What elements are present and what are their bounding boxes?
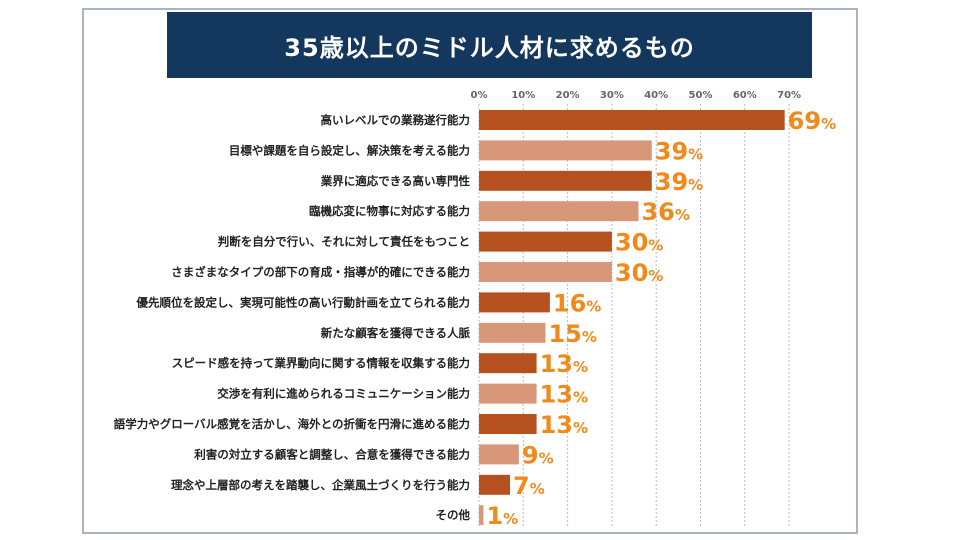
x-tick-label: 70% xyxy=(777,90,801,101)
bar xyxy=(479,505,484,526)
value-label: 1% xyxy=(486,502,518,530)
bar xyxy=(479,383,537,404)
category-label: 利害の対立する顧客と調整し、合意を獲得できる能力 xyxy=(193,447,470,461)
value-label: 13% xyxy=(540,350,588,378)
value-label: 9% xyxy=(522,441,554,469)
category-label: 交渉を有利に進められるコミュニケーション能力 xyxy=(217,387,470,401)
bar xyxy=(479,444,519,465)
x-tick-label: 60% xyxy=(733,90,757,101)
category-label: 高いレベルでの業務遂行能力 xyxy=(321,113,471,127)
category-label: その他 xyxy=(436,508,471,522)
category-label: 臨機応変に物事に対応する能力 xyxy=(309,204,470,218)
x-tick-label: 30% xyxy=(600,90,624,101)
category-label: 新たな顧客を獲得できる人脈 xyxy=(321,326,471,340)
chart-title: 35歳以上のミドル人材に求めるもの xyxy=(167,12,812,78)
x-tick-label: 10% xyxy=(511,90,535,101)
value-label: 69% xyxy=(788,107,836,135)
value-label: 13% xyxy=(540,381,588,409)
bar xyxy=(479,201,639,222)
chart-frame xyxy=(82,8,858,534)
bar xyxy=(479,110,785,130)
bar xyxy=(479,262,612,282)
bar xyxy=(479,322,546,343)
category-label: 優先順位を設定し、実現可能性の高い行動計画を立てられる能力 xyxy=(136,295,471,309)
value-label: 16% xyxy=(553,289,601,317)
bar xyxy=(479,170,652,191)
x-tick-label: 20% xyxy=(556,90,580,101)
value-label: 30% xyxy=(615,259,663,287)
category-label: 理念や上層部の考えを踏襲し、企業風土づくりを行う能力 xyxy=(171,478,470,492)
x-tick-label: 50% xyxy=(689,90,713,101)
value-label: 7% xyxy=(513,472,545,500)
bar xyxy=(479,292,550,313)
bar xyxy=(479,231,612,252)
category-label: 判断を自分で行い、それに対して責任をもつこと xyxy=(218,235,470,249)
value-label: 15% xyxy=(548,320,596,348)
value-label: 39% xyxy=(655,137,703,165)
x-tick-label: 40% xyxy=(644,90,668,101)
category-label: 目標や課題を自ら設定し、解決策を考える能力 xyxy=(229,143,470,157)
bar xyxy=(479,474,511,495)
category-label: さまざまなタイプの部下の育成・指導が的確にできる能力 xyxy=(171,265,470,279)
bar xyxy=(479,353,537,374)
value-label: 30% xyxy=(615,229,663,257)
x-tick-label: 0% xyxy=(471,90,488,101)
bar xyxy=(479,414,537,434)
category-label: スピード感を持って業界動向に関する情報を収集する能力 xyxy=(172,356,470,370)
category-label: 語学力やグローバル感覚を活かし、海外との折衝を円滑に進める能力 xyxy=(114,417,470,431)
category-label: 業界に適応できる高い専門性 xyxy=(320,174,471,188)
value-label: 39% xyxy=(655,168,703,196)
value-label: 36% xyxy=(641,198,689,226)
bar xyxy=(479,140,652,161)
value-label: 13% xyxy=(540,411,588,439)
